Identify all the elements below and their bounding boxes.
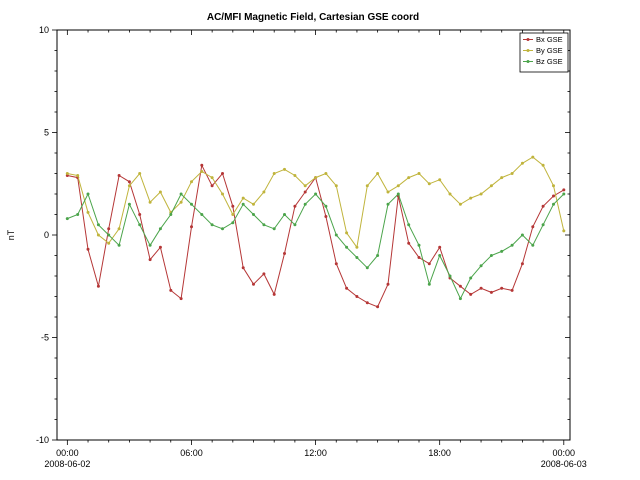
plot-frame xyxy=(56,29,571,441)
x-date-label: 2008-06-03 xyxy=(541,459,587,469)
chart-title: AC/MFI Magnetic Field, Cartesian GSE coo… xyxy=(207,12,419,23)
x-date-label: 2008-06-02 xyxy=(44,459,90,469)
x-tick-label: 18:00 xyxy=(428,448,451,458)
series-by-gse xyxy=(65,155,566,249)
series-bx-gse xyxy=(65,163,566,309)
y-tick-label: -10 xyxy=(36,435,49,445)
y-tick-label: 5 xyxy=(44,128,49,138)
series-bz-gse xyxy=(65,192,566,301)
legend-marker-dot xyxy=(526,60,530,63)
y-tick-label: 0 xyxy=(44,230,49,240)
series-lines xyxy=(65,155,566,309)
y-tick-label: -5 xyxy=(41,333,49,343)
legend-item: By GSE xyxy=(523,46,563,55)
legend-item: Bz GSE xyxy=(523,57,563,66)
legend-marker-dot xyxy=(526,49,530,52)
legend-marker-dot xyxy=(526,38,530,41)
y-tick-label: 10 xyxy=(39,25,49,35)
y-axis-label: nT xyxy=(6,229,16,240)
x-tick-label: 00:00 xyxy=(56,448,79,458)
legend-label: Bx GSE xyxy=(536,35,563,44)
legend-label: Bz GSE xyxy=(536,57,563,66)
legend-label: By GSE xyxy=(536,46,563,55)
x-tick-label: 12:00 xyxy=(304,448,327,458)
x-tick-label: 00:00 xyxy=(553,448,576,458)
legend: Bx GSE By GSE Bz GSE xyxy=(519,32,569,73)
legend-item: Bx GSE xyxy=(523,35,563,44)
x-tick-label: 06:00 xyxy=(180,448,203,458)
